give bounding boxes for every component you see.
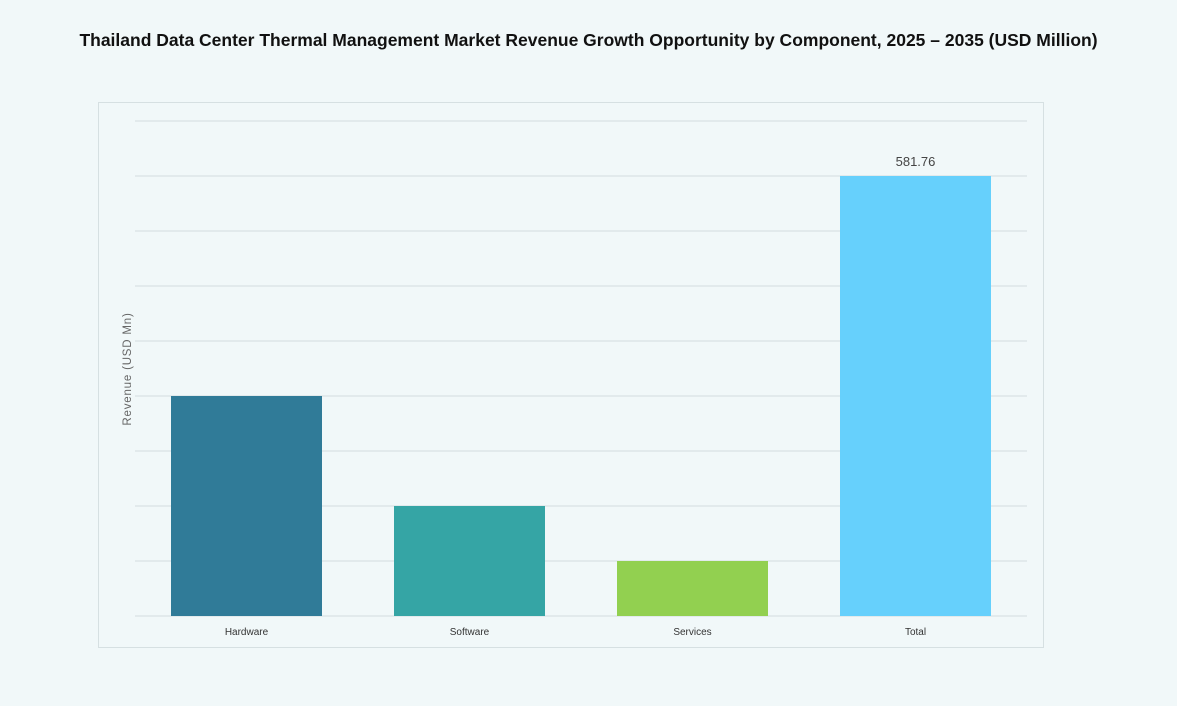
x-tick-label: Total [905,627,926,638]
x-tick-label: Software [450,627,490,638]
bar-hardware [171,396,322,616]
bar-total [840,176,991,616]
x-tick-label: Hardware [225,627,269,638]
y-axis-label: Revenue (USD Mn) [122,312,134,425]
x-tick-label: Services [673,627,711,638]
data-label: 581.76 [896,154,936,169]
bar-services [617,561,768,616]
plot-frame [98,102,1044,648]
bar-software [394,506,545,616]
chart-title: Thailand Data Center Thermal Management … [79,30,1098,50]
